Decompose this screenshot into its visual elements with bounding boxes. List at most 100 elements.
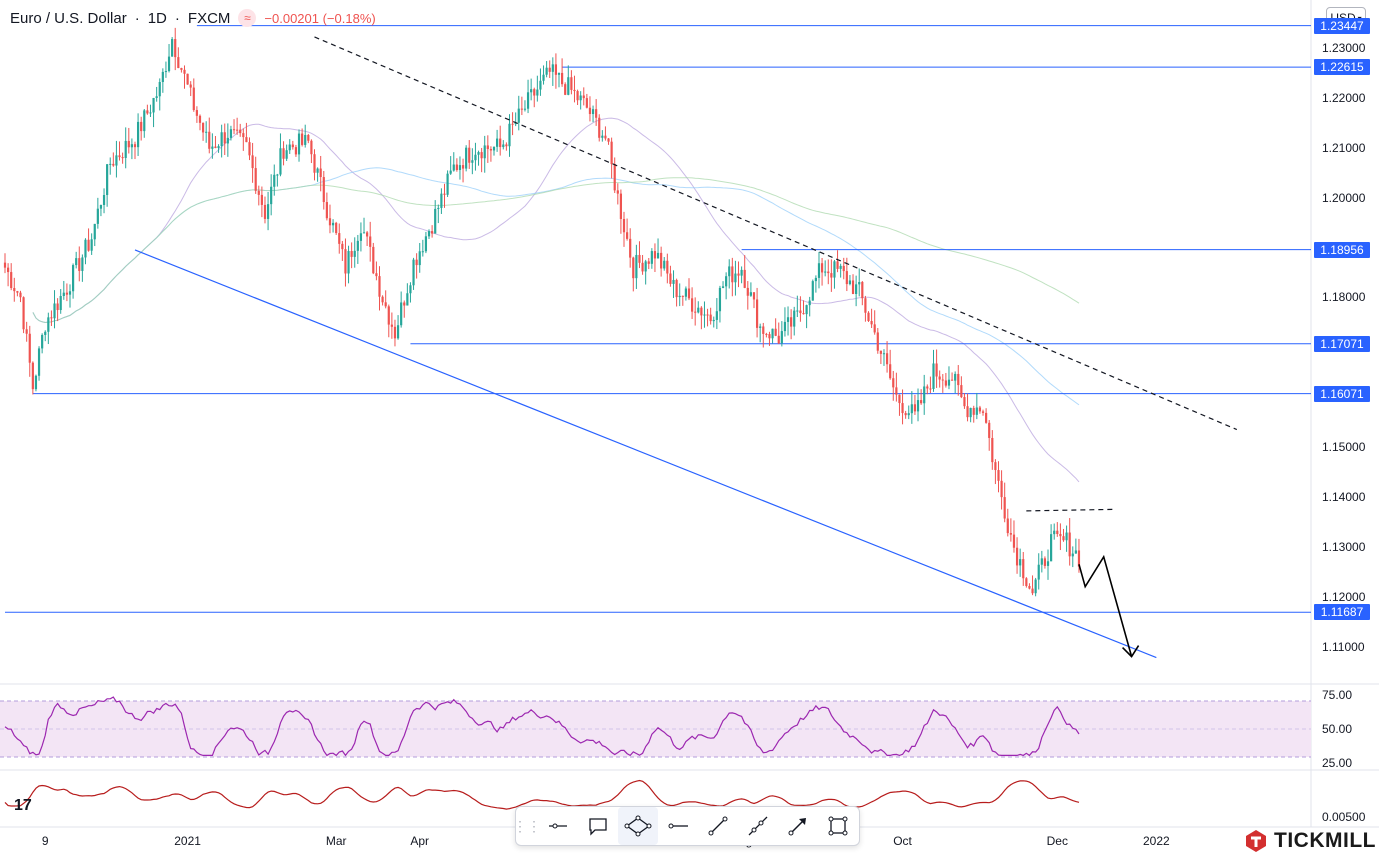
candle-body [718, 287, 722, 312]
candle-body [690, 298, 694, 312]
candle-body [1031, 588, 1034, 594]
candle-body [499, 138, 502, 148]
candle-body [239, 129, 242, 134]
candle-body [557, 72, 561, 75]
horizontal-ray-tool-icon[interactable] [538, 807, 578, 845]
candle-body [294, 147, 298, 155]
trendline-tool-icon[interactable] [698, 807, 738, 845]
candle-body [954, 373, 957, 381]
candle-body [985, 412, 988, 423]
candle-body [957, 373, 960, 386]
candle-body [796, 310, 799, 312]
interval[interactable]: 1D [147, 9, 167, 27]
candle-body [981, 411, 985, 413]
candle-body [743, 269, 746, 288]
candle-body [721, 286, 725, 288]
candle-body [591, 109, 595, 115]
candle-body [434, 208, 437, 234]
candle-body [1059, 533, 1062, 537]
candle-body [613, 164, 616, 191]
candle-body [929, 388, 932, 390]
candle-body [644, 261, 647, 272]
candle-body [291, 144, 294, 148]
ray-tool-icon[interactable] [738, 807, 778, 845]
candle-body [536, 89, 539, 96]
candle-body [136, 121, 140, 148]
candle-body [774, 328, 777, 336]
candle-body [1053, 530, 1056, 535]
arrow-tool-icon[interactable] [778, 807, 818, 845]
candle-body [418, 251, 421, 266]
candle-body [1056, 530, 1059, 534]
tradingview-logo[interactable]: 17 [14, 797, 32, 814]
price-level-label[interactable]: 1.16071 [1314, 385, 1370, 402]
candle-body [232, 129, 236, 131]
candle-body [471, 160, 474, 163]
candle-body [523, 108, 527, 110]
horizontal-line-tool-icon[interactable] [658, 807, 698, 845]
candle-body [950, 379, 954, 381]
candle-body [393, 326, 397, 339]
candle-body [118, 155, 121, 158]
candle-body [59, 296, 62, 311]
candle-body [149, 112, 152, 114]
candle-body [935, 363, 938, 377]
candle-body [62, 292, 65, 297]
indicator-icon[interactable]: ≈ [238, 9, 257, 27]
candle-body [988, 422, 991, 438]
candle-body [220, 132, 223, 147]
candle-body [845, 271, 848, 285]
candle-body [706, 314, 709, 316]
candle-body [799, 310, 802, 314]
candle-body [1074, 550, 1077, 554]
tickmill-logo-icon [1246, 830, 1266, 852]
candle-body [625, 232, 629, 239]
candle-body [650, 251, 653, 264]
candle-body [1019, 559, 1022, 566]
candle-body [37, 348, 41, 376]
candle-body [607, 138, 610, 142]
price-level-label[interactable]: 1.22615 [1314, 59, 1370, 76]
candle-body [944, 380, 947, 386]
candle-body [873, 324, 876, 333]
candle-body [13, 288, 16, 292]
candle-body [338, 233, 341, 244]
rsi-line [4, 696, 1080, 757]
time-axis-tick: Apr [410, 834, 430, 848]
price-axis-tick: 1.14000 [1322, 489, 1366, 504]
candle-body [189, 84, 192, 88]
candle-body [65, 292, 68, 295]
path-tool-icon[interactable] [618, 807, 658, 845]
callout-tool-icon[interactable] [578, 807, 618, 845]
price-level-label[interactable]: 1.11687 [1314, 604, 1370, 621]
candle-body [638, 254, 641, 263]
candle-body [431, 231, 434, 234]
price-level-label[interactable]: 1.23447 [1314, 17, 1370, 34]
rectangle-tool-icon[interactable] [818, 807, 858, 845]
candle-body [171, 39, 174, 57]
drag-handle-icon[interactable]: ⋮⋮ [513, 817, 541, 834]
candle-body [765, 333, 768, 335]
candle-body [1003, 497, 1006, 519]
candle-body [75, 258, 78, 266]
candle-body [585, 98, 588, 108]
candle-body [236, 129, 239, 131]
candle-body [127, 140, 130, 148]
candle-body [635, 254, 638, 279]
candle-body [879, 350, 882, 354]
candle-body [969, 407, 972, 418]
candle-body [489, 149, 493, 151]
symbol-name[interactable]: Euro / U.S. Dollar [10, 9, 127, 27]
price-level-label[interactable]: 1.18956 [1314, 241, 1370, 258]
candle-body [226, 137, 229, 144]
candle-body [34, 375, 38, 390]
candle-body [790, 317, 793, 327]
candle-body [245, 137, 248, 143]
candle-body [895, 387, 898, 395]
price-level-label[interactable]: 1.17071 [1314, 335, 1370, 352]
candle-body [477, 152, 480, 155]
candle-body [492, 146, 496, 151]
candle-body [632, 257, 635, 279]
candle-body [31, 362, 34, 390]
